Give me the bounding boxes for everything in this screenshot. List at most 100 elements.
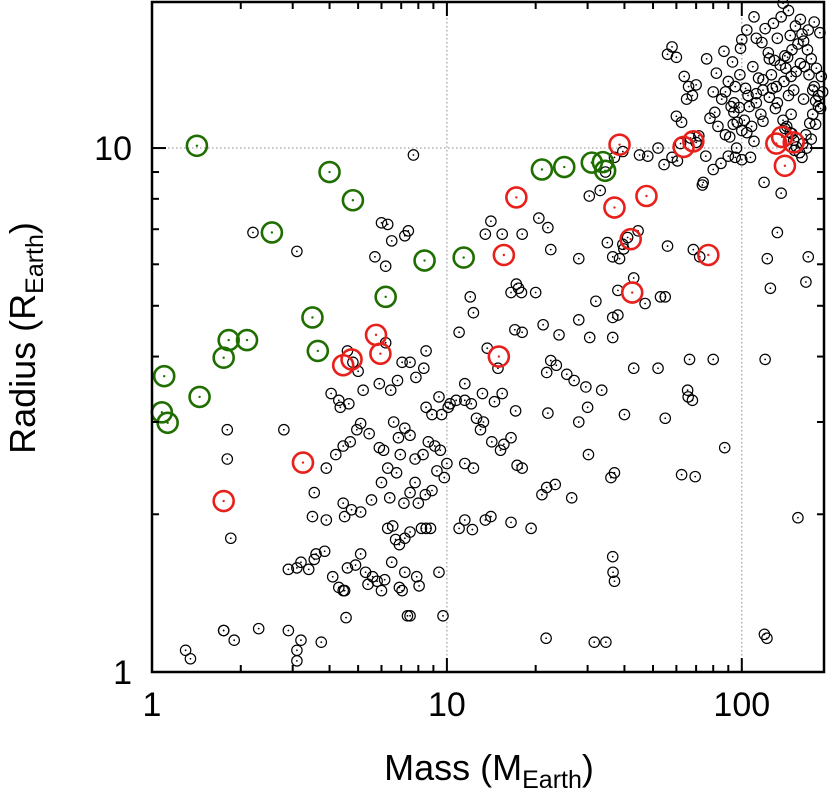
data-point-background (282, 563, 295, 576)
data-point-background (553, 329, 565, 341)
data-point-background (540, 366, 553, 379)
data-point-background (607, 566, 619, 579)
data-point-background (228, 634, 241, 646)
data-point-background (221, 423, 234, 436)
series-green-points (150, 134, 617, 435)
data-point-green (374, 285, 397, 309)
plot-frame (150, 0, 826, 674)
data-point-background (537, 318, 549, 331)
data-point-background (407, 149, 420, 161)
data-point-background (613, 252, 626, 265)
data-point-background (666, 41, 678, 53)
data-point-background (477, 416, 490, 428)
data-point-background (399, 422, 411, 434)
data-point-background (583, 190, 596, 202)
data-point-green (341, 188, 365, 212)
data-point-red (773, 154, 797, 178)
data-point-background (784, 29, 797, 42)
data-point-background (295, 556, 307, 569)
data-point-background (412, 497, 425, 509)
data-point-green (260, 221, 284, 244)
data-point-background (392, 431, 405, 444)
data-point-green (235, 328, 259, 352)
data-point-background (778, 75, 790, 88)
data-point-background (516, 462, 528, 474)
data-point-background (369, 251, 381, 263)
y-axis-title-main: Radius (R (2, 294, 43, 454)
data-point-background (792, 511, 804, 524)
data-point-background (474, 423, 487, 436)
data-point-background (700, 150, 712, 162)
data-point-red (369, 342, 392, 366)
data-point-background (453, 326, 465, 339)
data-point-background (782, 4, 795, 17)
data-point-background (354, 506, 367, 518)
data-point-background (418, 362, 430, 375)
data-point-background (458, 514, 471, 526)
data-point-background (320, 514, 333, 526)
data-point-red (697, 243, 720, 267)
data-point-background (738, 114, 751, 127)
data-point-background (515, 286, 528, 299)
data-point-background (572, 314, 585, 326)
data-point-background (715, 93, 728, 105)
data-point-green (452, 246, 475, 269)
data-point-background (420, 401, 432, 414)
data-point-background (748, 135, 760, 148)
data-point-background (771, 226, 784, 239)
data-point-background (409, 476, 421, 489)
data-point-background (800, 276, 812, 288)
data-point-background (759, 353, 771, 366)
data-point-background (426, 484, 438, 497)
data-point-background (805, 53, 818, 65)
data-point-background (675, 116, 688, 129)
data-point-background (509, 323, 521, 336)
data-point-background (690, 79, 702, 91)
data-point-background (373, 377, 386, 390)
data-point-background (814, 102, 827, 115)
data-point-background (291, 562, 303, 574)
data-point-background (750, 32, 763, 45)
data-point-background (583, 331, 596, 344)
data-point-background (438, 471, 451, 484)
data-point-background (337, 497, 350, 509)
data-point-background (608, 466, 621, 479)
data-point-green (530, 158, 554, 181)
data-point-background (771, 97, 784, 109)
data-point-red (603, 196, 626, 219)
data-point-background (779, 49, 791, 62)
data-point-background (750, 87, 763, 100)
data-point-background (458, 377, 471, 390)
y-tick-label: 10 (94, 130, 132, 168)
data-point-background (808, 16, 820, 28)
data-point-background (735, 33, 748, 46)
data-point-background (435, 408, 448, 421)
data-point-background (337, 440, 350, 452)
x-axis-title-close: ) (582, 747, 594, 788)
data-point-background (401, 610, 414, 622)
data-point-background (761, 252, 774, 265)
data-point-background (601, 236, 614, 249)
data-point-background (420, 345, 432, 357)
data-point-background (357, 384, 369, 397)
data-point-background (363, 427, 375, 440)
data-point-red (487, 345, 511, 368)
data-point-background (729, 80, 742, 93)
data-point-background (426, 408, 438, 421)
data-point-background (326, 570, 339, 583)
data-point-background (766, 82, 779, 95)
data-point-background (782, 89, 795, 102)
data-point-background (594, 184, 606, 197)
data-point-background (371, 575, 383, 588)
data-point-background (618, 408, 631, 421)
data-point-background (764, 282, 777, 295)
data-point-background (479, 228, 492, 240)
data-point-red (635, 184, 658, 208)
data-point-background (302, 563, 315, 576)
data-point-background (291, 644, 303, 657)
data-point-green (306, 339, 330, 363)
data-point-background (525, 522, 537, 535)
data-point-background (683, 353, 696, 366)
data-point-background (409, 453, 421, 465)
data-point-background (365, 494, 378, 506)
